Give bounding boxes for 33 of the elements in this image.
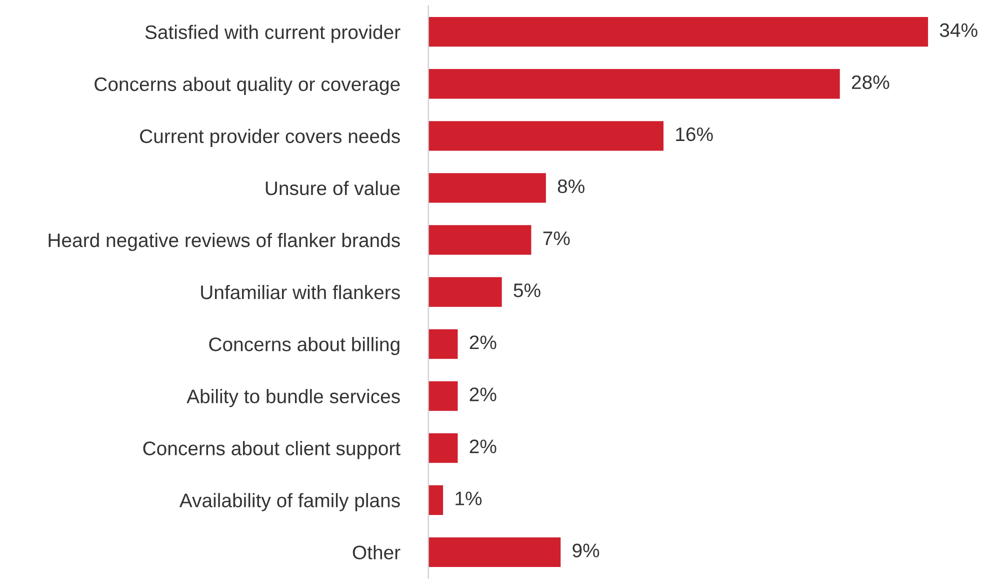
y-tick-label: Heard negative reviews of flanker brands (48, 232, 400, 252)
y-tick-label: Concerns about client support (143, 441, 400, 460)
y-tick-label: Unsure of value (266, 180, 400, 196)
y-tick-label: Concerns about quality or coverage (94, 76, 400, 95)
y-tick-label: Other (352, 545, 400, 560)
y-tick-label: Satisfied with current provider (145, 24, 400, 43)
y-tick-label: Ability to bundle services (186, 389, 400, 408)
data-label: 2% (470, 388, 496, 402)
bar (428, 433, 458, 463)
data-label: 2% (470, 335, 496, 350)
data-label: 28% (852, 75, 890, 90)
bar (428, 173, 546, 203)
y-tick-label: Concerns about billing (209, 336, 400, 356)
bar (428, 121, 664, 151)
data-label: 2% (470, 440, 496, 454)
y-tick-label: Current provider covers needs (140, 128, 400, 147)
y-tick-label: Availability of family plans (179, 493, 400, 512)
bar (428, 17, 928, 47)
data-label: 9% (572, 544, 600, 558)
bar (428, 277, 502, 307)
bar (428, 329, 458, 359)
y-tick-label: Unfamiliar with flankers (201, 284, 400, 300)
bar (428, 485, 444, 515)
data-label: 34% (940, 23, 978, 38)
data-label: 16% (676, 127, 713, 142)
data-label: 7% (543, 232, 570, 246)
data-label: 5% (514, 284, 540, 298)
bar (428, 537, 561, 567)
bar (428, 225, 532, 255)
data-label: 1% (456, 492, 482, 506)
bar (428, 69, 840, 99)
data-label: 8% (558, 179, 584, 194)
bar (428, 381, 458, 411)
